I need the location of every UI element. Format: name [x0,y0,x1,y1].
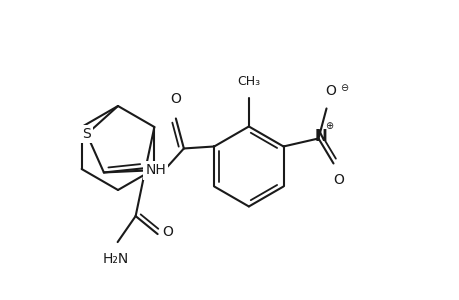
Text: O: O [325,85,335,98]
Text: O: O [332,173,343,188]
Text: ⊖: ⊖ [340,83,348,94]
Text: O: O [170,92,181,106]
Text: CH₃: CH₃ [237,76,260,88]
Text: H₂N: H₂N [102,252,129,266]
Text: S: S [82,127,91,141]
Text: N: N [313,129,326,144]
Text: ⊕: ⊕ [325,122,333,131]
Text: NH: NH [145,164,166,178]
Text: O: O [162,225,173,239]
